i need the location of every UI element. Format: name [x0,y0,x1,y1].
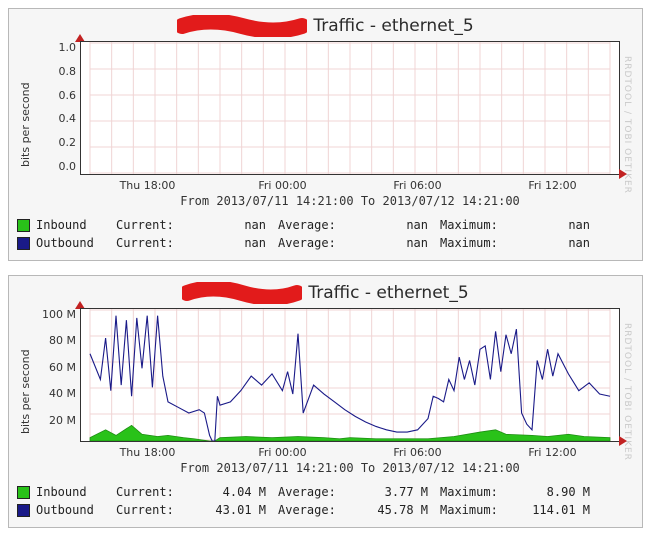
panel-title-text: Traffic - ethernet_5 [313,16,473,36]
legend-row: Inbound Current: nan Average: nan Maximum: nan [17,216,634,234]
chart-plot [81,309,619,441]
legend-val-maximum: 8.90 M [520,483,596,501]
legend-key-maximum: Maximum: [440,234,514,252]
watermark: RRDTOOL / TOBI OETIKER [620,41,634,208]
legend-key-current: Current: [116,234,190,252]
panel-title: Traffic - ethernet_5 [17,282,634,304]
x-tick: Fri 06:00 [350,179,485,192]
x-ticks: Thu 18:00Fri 00:00Fri 06:00Fri 12:00 [80,442,620,459]
legend-key-average: Average: [278,483,352,501]
plot-area [80,41,620,175]
legend-key-maximum: Maximum: [440,216,514,234]
legend-key-average: Average: [278,234,352,252]
plot-wrap: Thu 18:00Fri 00:00Fri 06:00Fri 12:00 From… [80,41,620,208]
legend-swatch [17,486,30,499]
legend-val-maximum: 114.01 M [520,501,596,519]
legend-row: Outbound Current: nan Average: nan Maximum: na… [17,234,634,252]
y-tick: 0.2 [59,136,77,149]
x-tick: Fri 06:00 [350,446,485,459]
legend-val-current: nan [196,216,272,234]
legend-swatch [17,219,30,232]
y-tick: 100 M [42,308,76,321]
legend-key-current: Current: [116,501,190,519]
legend-key-current: Current: [116,483,190,501]
legend-val-average: nan [358,234,434,252]
x-tick: Fri 00:00 [215,446,350,459]
legend-row: Inbound Current: 4.04 M Average: 3.77 M Maxim… [17,483,634,501]
legend-label: Outbound [36,501,110,519]
redaction-mark [182,282,302,304]
legend-val-average: 45.78 M [358,501,434,519]
legend-val-maximum: nan [520,234,596,252]
legend-val-current: 43.01 M [196,501,272,519]
chart-row: bits per second 1.0 0.8 0.6 0.4 0.2 0.0Thu 18:… [17,41,634,208]
y-ticks: 100 M 80 M 60 M 40 M 20 M [34,308,80,440]
legend-swatch [17,237,30,250]
x-tick: Thu 18:00 [80,179,215,192]
plot-wrap: Thu 18:00Fri 00:00Fri 06:00Fri 12:00 From… [80,308,620,475]
legend-val-average: nan [358,216,434,234]
legend: Inbound Current: 4.04 M Average: 3.77 M Maxim… [17,483,634,519]
legend-key-maximum: Maximum: [440,501,514,519]
chart-plot [81,42,619,174]
y-axis-label: bits per second [17,308,34,475]
y-tick: 0.0 [59,160,77,173]
y-tick: 0.8 [59,65,77,78]
y-tick: 20 M [49,414,76,427]
y-tick: 60 M [49,361,76,374]
panel-title-text: Traffic - ethernet_5 [308,283,468,303]
y-ticks: 1.0 0.8 0.6 0.4 0.2 0.0 [34,41,80,173]
chart-row: bits per second 100 M 80 M 60 M 40 M 20 M Thu … [17,308,634,475]
legend-key-average: Average: [278,216,352,234]
rrd-panel: Traffic - ethernet_5bits per second100 M… [8,275,643,528]
x-tick: Fri 12:00 [485,446,620,459]
legend-key-maximum: Maximum: [440,483,514,501]
legend-label: Inbound [36,483,110,501]
legend-row: Outbound Current: 43.01 M Average: 45.78 M Ma… [17,501,634,519]
y-tick: 80 M [49,334,76,347]
legend: Inbound Current: nan Average: nan Maximum: nan… [17,216,634,252]
y-tick: 1.0 [59,41,77,54]
rrd-panel: Traffic - ethernet_5bits per second 1.0 0.… [8,8,643,261]
legend-val-current: nan [196,234,272,252]
legend-val-maximum: nan [520,216,596,234]
x-ticks: Thu 18:00Fri 00:00Fri 06:00Fri 12:00 [80,175,620,192]
watermark: RRDTOOL / TOBI OETIKER [620,308,634,475]
x-tick: Thu 18:00 [80,446,215,459]
legend-swatch [17,504,30,517]
plot-area [80,308,620,442]
time-range: From 2013/07/11 14:21:00 To 2013/07/12 1… [80,461,620,475]
time-range: From 2013/07/11 14:21:00 To 2013/07/12 1… [80,194,620,208]
y-tick: 40 M [49,387,76,400]
legend-key-average: Average: [278,501,352,519]
legend-label: Outbound [36,234,110,252]
panel-title: Traffic - ethernet_5 [17,15,634,37]
x-tick: Fri 12:00 [485,179,620,192]
x-tick: Fri 00:00 [215,179,350,192]
legend-key-current: Current: [116,216,190,234]
y-tick: 0.6 [59,89,77,102]
legend-val-average: 3.77 M [358,483,434,501]
redaction-mark [177,15,307,37]
y-axis-label: bits per second [17,41,34,208]
y-tick: 0.4 [59,112,77,125]
legend-val-current: 4.04 M [196,483,272,501]
legend-label: Inbound [36,216,110,234]
